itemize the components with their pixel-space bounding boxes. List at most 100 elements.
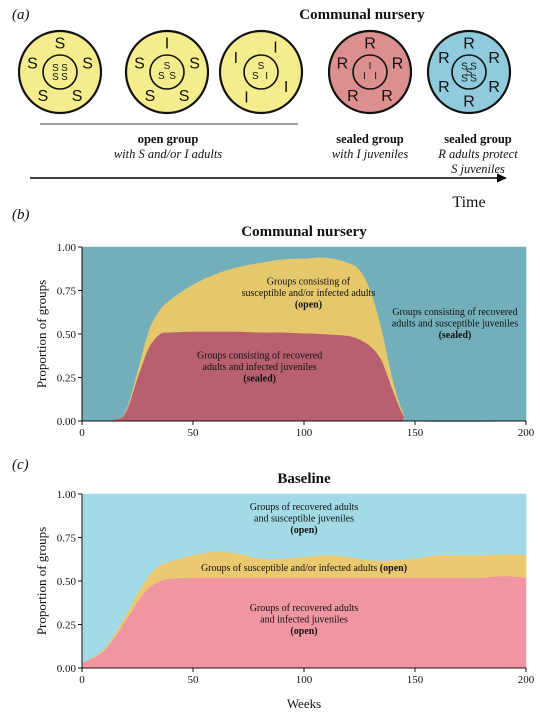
adult-state-letter: R	[337, 56, 349, 73]
adult-state-letter: S	[134, 56, 145, 73]
adult-state-letter: R	[488, 50, 500, 67]
group-inner-circle	[451, 54, 487, 90]
y-tick-label: 0.25	[57, 372, 77, 384]
area-annotation: susceptible and/or infected adults	[242, 288, 376, 299]
juvenile-state-letter: S	[252, 71, 259, 82]
y-tick-label: 0.50	[57, 576, 77, 588]
caption-detail: with S and/or I adults	[114, 147, 222, 161]
time-arrow-head	[497, 173, 507, 183]
area-annotation-status: (sealed)	[243, 374, 276, 385]
adult-state-letter: S	[189, 56, 200, 73]
area-annotation: Groups consisting of recovered	[392, 307, 517, 318]
adult-state-letter: S	[179, 88, 190, 105]
adult-state-letter: S	[82, 56, 93, 73]
x-tick-label: 0	[79, 427, 85, 439]
adult-state-letter: R	[463, 36, 475, 53]
juvenile-state-letter: I	[369, 61, 372, 72]
x-tick-label: 200	[518, 427, 535, 439]
caption-detail: S juveniles	[451, 162, 505, 176]
juvenile-state-letter: S	[169, 71, 176, 82]
area-annotation: Groups of recovered adults	[250, 502, 359, 513]
panel-a-label: (a)	[12, 7, 30, 23]
adult-state-letter: R	[381, 88, 393, 105]
y-tick-label: 0.75	[57, 532, 77, 544]
area-annotation: Groups of susceptible and/or infected ad…	[201, 563, 407, 574]
area-annotation: Groups consisting of	[267, 277, 351, 288]
chart-baseline: (c) Baseline Proportion of groups Weeks …	[12, 457, 535, 711]
group-inner-circle	[42, 54, 78, 90]
caption-title: open group	[138, 132, 199, 146]
y-tick-label: 0.25	[57, 619, 77, 631]
x-tick-label: 150	[407, 427, 424, 439]
adult-state-letter: R	[364, 36, 376, 53]
chart-c-title: Baseline	[277, 471, 331, 487]
y-tick-label: 1.00	[57, 489, 77, 501]
juvenile-state-letter: S	[258, 61, 265, 72]
adult-state-letter: S	[38, 88, 49, 105]
caption-detail: R adults protect	[437, 147, 518, 161]
area-annotation: Groups consisting of recovered	[197, 351, 322, 362]
adult-state-letter: S	[145, 88, 156, 105]
area-annotation: and susceptible juveniles	[254, 513, 354, 524]
juvenile-state-letter: S	[52, 63, 59, 74]
adult-state-letter: S	[27, 56, 38, 73]
area-annotation-status: (open)	[290, 525, 317, 536]
y-tick-label: 0.00	[57, 416, 77, 428]
juvenile-state-letter: I	[265, 71, 268, 82]
juvenile-state-letter: I	[363, 71, 366, 82]
caption-title: sealed group	[336, 132, 404, 146]
group-inner-circle	[243, 54, 279, 90]
y-tick-label: 0.50	[57, 329, 77, 341]
adult-state-letter: I	[273, 39, 277, 56]
juvenile-state-letter: I	[374, 71, 377, 82]
adult-state-letter: R	[347, 88, 359, 105]
panel-c-label: (c)	[12, 457, 29, 473]
juvenile-state-letter: S	[61, 63, 68, 74]
adult-state-letter: S	[55, 36, 66, 53]
x-tick-label: 100	[296, 427, 313, 439]
x-tick-label: 150	[407, 674, 424, 686]
time-label: Time	[452, 194, 485, 211]
juvenile-state-letter: S	[461, 62, 468, 73]
adult-state-letter: I	[244, 90, 248, 107]
caption-title: sealed group	[444, 132, 512, 146]
chart-b-ylabel: Proportion of groups	[34, 280, 49, 388]
chart-communal-nursery: (b) Communal nursery Proportion of group…	[12, 207, 535, 439]
caption-detail: with I juveniles	[332, 147, 409, 161]
adult-state-letter: R	[438, 79, 450, 96]
y-tick-label: 0.75	[57, 285, 77, 297]
y-tick-label: 1.00	[57, 242, 77, 254]
panel-b-label: (b)	[12, 207, 30, 223]
adult-state-letter: R	[463, 94, 475, 111]
chart-b-title: Communal nursery	[241, 224, 367, 240]
chart-c-ylabel: Proportion of groups	[34, 527, 49, 635]
x-tick-label: 200	[518, 674, 535, 686]
panel-a-title: Communal nursery	[299, 7, 425, 23]
adult-state-letter: S	[72, 88, 83, 105]
x-tick-label: 50	[188, 674, 200, 686]
adult-state-letter: I	[165, 36, 169, 53]
juvenile-state-letter: S	[52, 72, 59, 83]
juvenile-state-letter: S	[470, 62, 477, 73]
juvenile-state-letter: S	[164, 61, 171, 72]
adult-state-letter: R	[438, 50, 450, 67]
chart-c-xlabel: Weeks	[287, 696, 321, 711]
juvenile-state-letter: S	[461, 74, 468, 85]
adult-state-letter: I	[284, 79, 288, 96]
adult-state-letter: I	[234, 50, 238, 67]
juvenile-state-letter: S	[470, 74, 477, 85]
juvenile-state-letter: S	[158, 71, 165, 82]
area-annotation: adults and susceptible juveniles	[392, 319, 518, 330]
adult-state-letter: R	[488, 79, 500, 96]
area-annotation: adults and infected juveniles	[203, 362, 317, 373]
group-inner-circle	[352, 54, 388, 90]
adult-state-letter: R	[392, 56, 404, 73]
